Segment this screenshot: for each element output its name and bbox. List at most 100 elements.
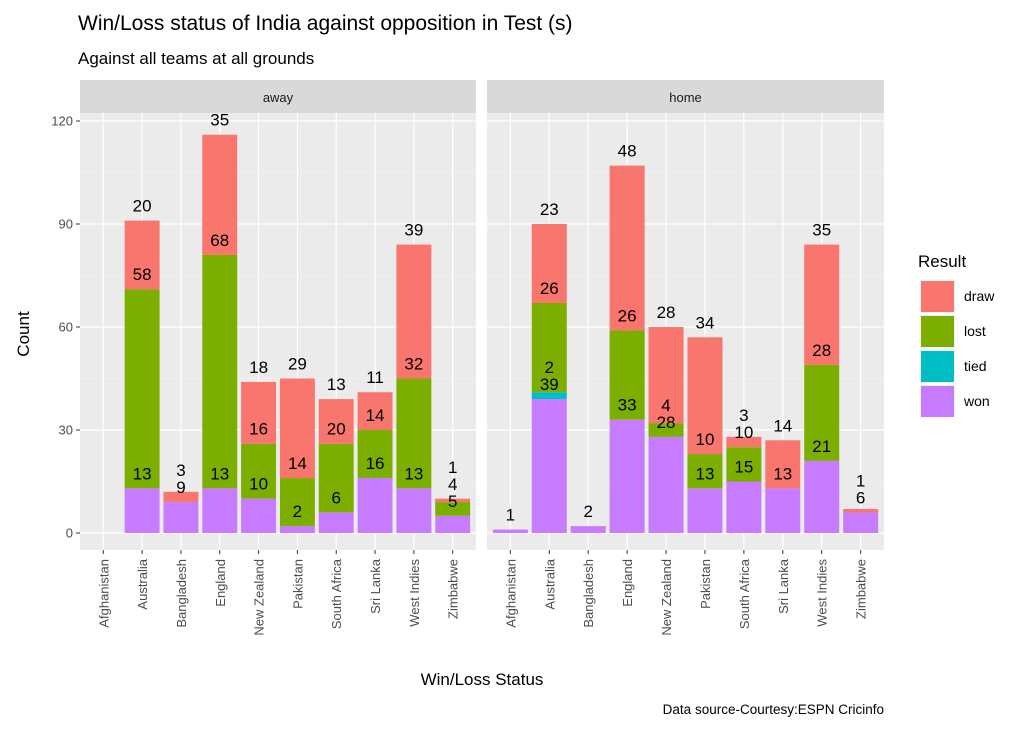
y-tick-label: 30 (59, 423, 73, 438)
data-label-won: 13 (773, 464, 792, 483)
bar-draw (124, 220, 160, 290)
x-tick-label: Pakistan (698, 559, 713, 609)
data-label-lost: 26 (618, 306, 637, 325)
bar-won (648, 436, 684, 533)
bar-lost (435, 502, 471, 516)
bar-draw (435, 498, 471, 503)
data-label-lost: 16 (249, 420, 268, 439)
bar-lost (804, 364, 840, 461)
chart-subtitle: Against all teams at all grounds (78, 49, 314, 68)
data-label-lost: 14 (288, 454, 307, 473)
legend-label-tied: tied (964, 358, 987, 374)
data-label-won: 2 (583, 502, 592, 521)
bar-draw (202, 134, 238, 255)
x-tick-label: Pakistan (290, 559, 305, 609)
data-label-won: 28 (657, 413, 676, 432)
legend-key-tied (921, 351, 954, 382)
bar-draw (804, 244, 840, 365)
data-label-won: 21 (812, 437, 831, 456)
x-tick-label: England (213, 559, 228, 607)
strip-away (80, 80, 476, 113)
bar-draw (279, 378, 315, 479)
data-label-draw: 3 (176, 461, 185, 480)
legend-title: Result (918, 252, 966, 271)
bar-draw (396, 244, 432, 379)
legend: Result draw lost tied won (918, 252, 995, 418)
x-tick-label: Bangladesh (174, 559, 189, 628)
bar-draw (241, 381, 277, 444)
data-label-won: 6 (856, 488, 865, 507)
bar-lost (648, 423, 684, 437)
data-label-won: 6 (332, 488, 341, 507)
legend-label-lost: lost (964, 323, 986, 339)
data-label-lost: 20 (327, 420, 346, 439)
bar-won (765, 488, 801, 533)
legend-key-draw (921, 281, 954, 312)
bar-lost (687, 454, 723, 489)
data-label-lost: 14 (366, 406, 385, 425)
x-tick-label: Bangladesh (581, 559, 596, 628)
data-label-lost: 32 (404, 355, 423, 374)
y-tick-label: 90 (59, 217, 73, 232)
bar-won (163, 502, 199, 533)
x-axis-label: Win/Loss Status (421, 670, 544, 689)
y-tick-label: 0 (66, 526, 73, 541)
data-label-won: 15 (734, 458, 753, 477)
x-tick-label: South Africa (737, 558, 752, 629)
x-tick-label: West Indies (407, 559, 422, 627)
data-label-tied: 2 (545, 358, 554, 377)
data-label-won: 9 (176, 478, 185, 497)
x-tick-label: Australia (542, 558, 557, 609)
y-axis-label: Count (14, 311, 33, 357)
bar-lost (531, 302, 567, 393)
data-label-won: 13 (210, 464, 229, 483)
bar-won (202, 488, 238, 533)
data-label-draw: 35 (210, 111, 229, 130)
data-label-lost: 10 (695, 430, 714, 449)
x-tick-label: Afghanistan (503, 559, 518, 628)
bar-draw (318, 399, 354, 444)
bar-won (318, 512, 354, 533)
data-label-won: 16 (366, 454, 385, 473)
data-label-draw: 3 (739, 406, 748, 425)
bar-won (687, 488, 723, 533)
legend-key-lost (921, 316, 954, 347)
x-tick-label: South Africa (329, 558, 344, 629)
bar-won (435, 515, 471, 533)
bar-won (492, 529, 528, 533)
bar-draw (648, 327, 684, 424)
data-label-won: 33 (618, 396, 637, 415)
x-tick-label: Zimbabwe (854, 559, 869, 619)
bar-draw (609, 165, 645, 331)
strip-label: away (263, 90, 294, 105)
bar-won (357, 478, 393, 533)
panel-home: home Afghanistan Australia Bangladesh Englan… (487, 80, 884, 636)
data-label-draw: 28 (657, 303, 676, 322)
y-tick-label: 120 (51, 114, 73, 129)
data-label-draw: 48 (618, 142, 637, 161)
data-label-won: 13 (133, 464, 152, 483)
data-label-lost: 26 (540, 279, 559, 298)
panel-away: away Afghanistan Australia Bangladesh Englan… (80, 80, 476, 636)
bar-draw (843, 508, 879, 513)
bar-won (570, 526, 606, 533)
x-tick-label: Zimbabwe (446, 559, 461, 619)
x-tick-label: New Zealand (252, 559, 267, 636)
x-tick-label: Afghanistan (96, 559, 111, 628)
bar-won (843, 512, 879, 533)
data-label-won: 10 (249, 475, 268, 494)
data-label-won: 5 (448, 492, 457, 511)
bar-lost (357, 430, 393, 479)
bar-lost (726, 447, 762, 482)
bar-draw (687, 337, 723, 455)
bar-won (396, 488, 432, 533)
data-label-won: 13 (404, 464, 423, 483)
bar-lost (279, 478, 315, 527)
data-label-lost: 10 (734, 423, 753, 442)
bar-won (531, 399, 567, 533)
y-tick-label: 60 (59, 320, 73, 335)
data-label-won: 2 (293, 502, 302, 521)
data-label-draw: 34 (695, 313, 714, 332)
bar-tied (531, 392, 567, 400)
